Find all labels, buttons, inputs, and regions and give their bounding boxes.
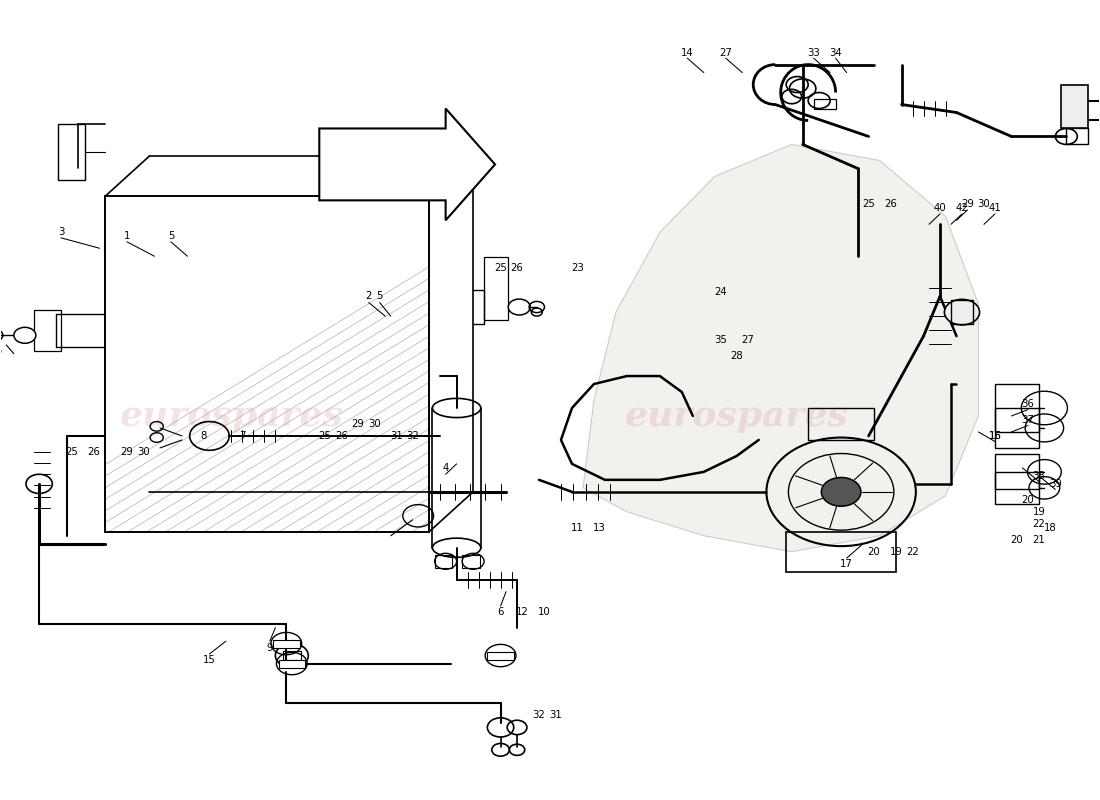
Text: 34: 34 (829, 48, 842, 58)
Text: 14: 14 (681, 48, 694, 58)
Bar (1066, 129, 1088, 145)
Text: 20: 20 (868, 546, 880, 557)
Text: 19: 19 (890, 546, 902, 557)
Bar (462, 555, 480, 568)
Text: 33: 33 (807, 48, 820, 58)
Text: 20: 20 (1022, 495, 1034, 505)
Text: eurospares: eurospares (625, 399, 848, 433)
Text: 21: 21 (1033, 534, 1045, 545)
Polygon shape (583, 145, 979, 552)
Text: 32: 32 (406, 431, 419, 441)
Text: 39: 39 (1049, 479, 1061, 489)
Text: 6: 6 (497, 606, 504, 617)
Text: 1: 1 (124, 231, 130, 242)
Bar (994, 454, 1038, 490)
Text: 35: 35 (714, 335, 727, 345)
Bar (278, 659, 305, 667)
Circle shape (822, 478, 861, 506)
Text: 10: 10 (538, 606, 551, 617)
Text: 32: 32 (532, 710, 546, 721)
Text: 25: 25 (862, 199, 874, 210)
Bar (34, 310, 62, 351)
Bar (273, 639, 299, 647)
Bar (484, 257, 508, 321)
Text: eurospares: eurospares (120, 399, 343, 433)
Text: 11: 11 (571, 522, 584, 533)
Text: 25: 25 (494, 263, 507, 274)
Bar (58, 125, 86, 180)
Text: 9: 9 (266, 642, 273, 653)
Text: 29: 29 (121, 447, 133, 457)
Circle shape (945, 299, 980, 325)
Text: 12: 12 (516, 606, 529, 617)
Bar (994, 384, 1038, 432)
Bar (994, 472, 1038, 504)
Text: 36: 36 (1022, 399, 1034, 409)
Text: 4: 4 (442, 463, 449, 473)
Text: 42: 42 (956, 203, 968, 214)
Text: 30: 30 (138, 447, 150, 457)
Text: 16: 16 (989, 431, 1001, 441)
Text: 26: 26 (88, 447, 100, 457)
Text: 2: 2 (365, 291, 372, 301)
Text: 5: 5 (376, 291, 383, 301)
Text: 27: 27 (741, 335, 755, 345)
Text: 26: 26 (334, 431, 348, 441)
Bar (814, 99, 836, 109)
Bar (487, 651, 514, 659)
Polygon shape (319, 109, 495, 220)
Text: 18: 18 (1044, 522, 1056, 533)
Text: 26: 26 (884, 199, 896, 210)
Bar (434, 555, 452, 568)
Text: 40: 40 (934, 203, 946, 214)
Text: 41: 41 (989, 203, 1001, 214)
Bar (994, 408, 1038, 448)
Text: 29: 29 (351, 419, 364, 429)
Text: 25: 25 (66, 447, 78, 457)
Text: 30: 30 (367, 419, 381, 429)
Text: 31: 31 (389, 431, 403, 441)
Text: 7: 7 (239, 431, 245, 441)
Bar (283, 650, 300, 660)
Bar (808, 408, 874, 440)
Text: 19: 19 (1033, 507, 1045, 517)
Circle shape (508, 299, 530, 315)
Bar (952, 300, 974, 324)
Bar (1060, 85, 1088, 129)
Text: 8: 8 (200, 431, 207, 441)
Text: 5: 5 (167, 231, 174, 242)
Text: 30: 30 (978, 199, 990, 210)
Text: 17: 17 (840, 558, 854, 569)
Text: 37: 37 (1022, 415, 1034, 425)
Text: 29: 29 (961, 199, 974, 210)
Text: 16: 16 (989, 431, 1001, 441)
Text: 23: 23 (571, 263, 584, 274)
Text: 22: 22 (1033, 518, 1045, 529)
Bar (786, 532, 896, 572)
Text: 15: 15 (204, 654, 216, 665)
Text: 3: 3 (58, 227, 64, 238)
Text: 28: 28 (730, 351, 744, 361)
Circle shape (14, 327, 36, 343)
Text: 25: 25 (318, 431, 331, 441)
Text: 13: 13 (593, 522, 606, 533)
Text: 20: 20 (1011, 534, 1023, 545)
Text: 27: 27 (719, 48, 733, 58)
Text: 31: 31 (549, 710, 562, 721)
Text: 26: 26 (510, 263, 524, 274)
Text: 38: 38 (1033, 471, 1045, 481)
Text: 22: 22 (906, 546, 918, 557)
Text: 24: 24 (714, 287, 727, 297)
